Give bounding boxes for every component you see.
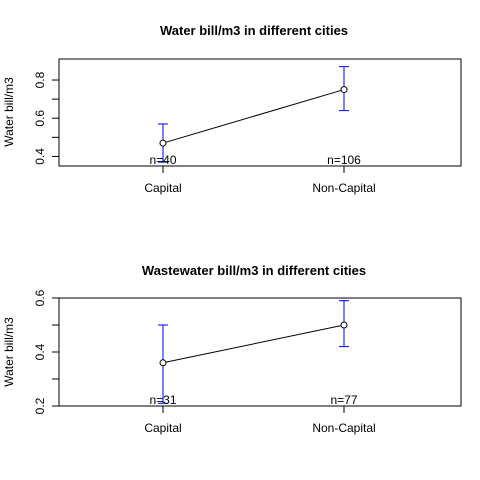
x-tick-label: Non-Capital [312, 181, 375, 195]
panel-wastewater: Wastewater bill/m3 in different cities W… [2, 263, 462, 435]
series-line [162, 324, 345, 364]
y-tick-label: 0.6 [33, 289, 47, 306]
n-label: n=31 [149, 393, 176, 407]
chart-title: Wastewater bill/m3 in different cities [142, 263, 366, 278]
y-axis-label: Water bill/m3 [2, 77, 16, 147]
y-axis: 0.4 0.6 0.8 [33, 71, 60, 165]
data-point [340, 321, 348, 329]
data-marks: n=31 n=77 [149, 300, 358, 407]
data-point [159, 359, 167, 367]
x-axis: Capital Non-Capital [144, 165, 376, 195]
data-marks: n=40 n=106 [149, 66, 361, 167]
plot-frame [58, 58, 462, 167]
x-axis: Capital Non-Capital [144, 405, 376, 435]
y-tick-label: 0.2 [33, 397, 47, 414]
y-tick-label: 0.6 [33, 110, 47, 127]
n-label: n=40 [149, 153, 176, 167]
chart-title: Water bill/m3 in different cities [160, 23, 348, 38]
y-axis: 0.2 0.4 0.6 [33, 289, 60, 414]
y-tick-label: 0.8 [33, 71, 47, 88]
y-axis-label: Water bill/m3 [2, 317, 16, 387]
data-point [340, 86, 348, 94]
x-tick-label: Capital [144, 421, 181, 435]
data-point [159, 139, 167, 147]
y-tick-label: 0.4 [33, 148, 47, 165]
panel-water: Water bill/m3 in different cities Water … [2, 23, 462, 195]
y-tick-label: 0.4 [33, 343, 47, 360]
plot-frame [58, 297, 462, 407]
x-tick-label: Capital [144, 181, 181, 195]
x-tick-label: Non-Capital [312, 421, 375, 435]
n-label: n=106 [327, 153, 361, 167]
series-line [162, 89, 345, 144]
n-label: n=77 [330, 393, 357, 407]
